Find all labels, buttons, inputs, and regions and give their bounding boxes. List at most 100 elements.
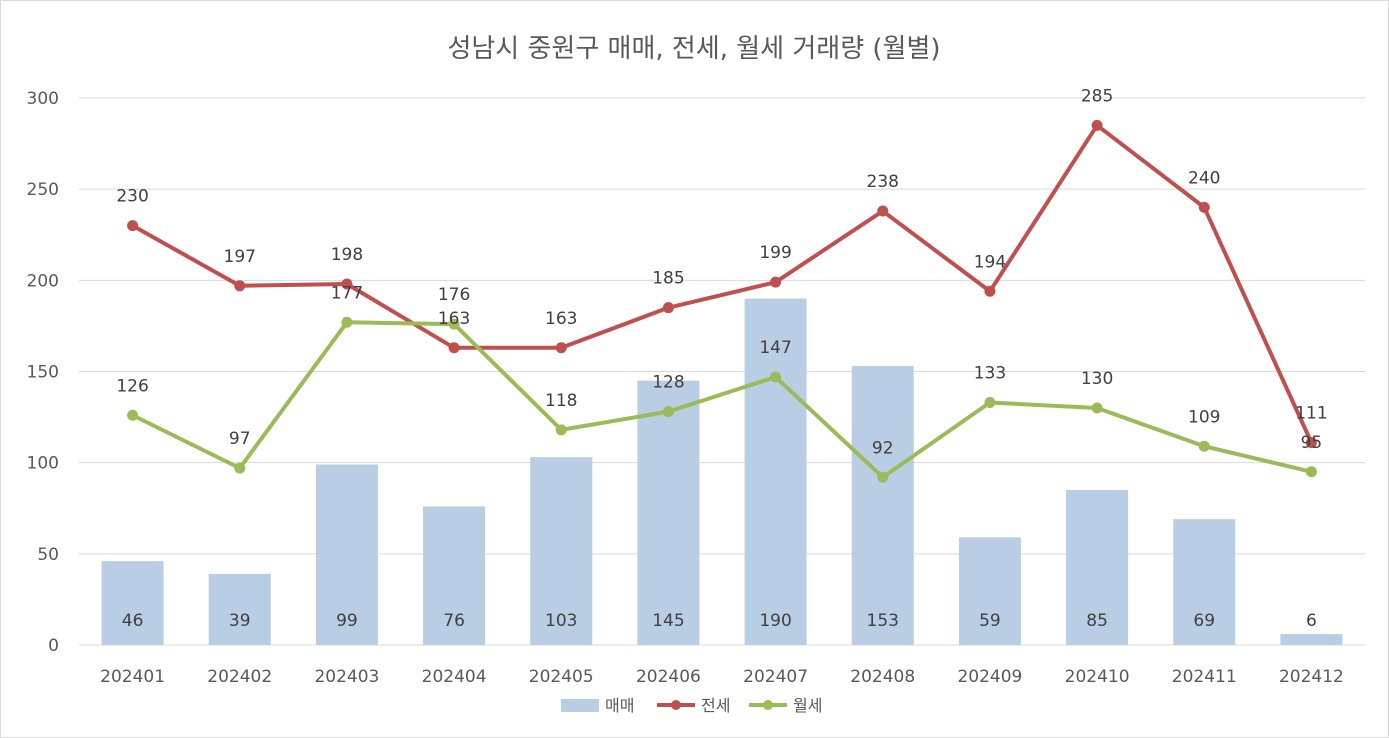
series-line — [131, 123, 1314, 444]
data-point — [662, 302, 674, 314]
x-tick-label: 202411 — [1172, 667, 1237, 687]
bar-data-label: 190 — [759, 611, 791, 631]
data-point — [877, 471, 889, 483]
bar-data-label: 6 — [1306, 611, 1317, 631]
x-tick-label: 202403 — [314, 667, 379, 687]
y-axis-ticks: 0 50 100 150 200 250 300 — [27, 89, 59, 656]
x-tick-label: 202410 — [1065, 667, 1130, 687]
bar — [530, 457, 593, 645]
bar-data-label: 103 — [545, 611, 577, 631]
line-data-label: 198 — [331, 245, 363, 265]
x-tick-label: 202402 — [207, 667, 272, 687]
data-point — [770, 276, 782, 288]
bar-data-label: 59 — [979, 611, 1001, 631]
line-series: 230 197 198 163 163 185 199 238 194 285 240 111 126 9… — [116, 86, 1328, 483]
line-data-label: 128 — [652, 373, 684, 393]
bar — [851, 366, 914, 645]
line-data-label: 285 — [1081, 86, 1113, 106]
bar — [423, 506, 486, 645]
data-point — [1305, 437, 1317, 449]
legend-label: 월세 — [793, 696, 822, 715]
data-point — [770, 371, 782, 383]
bar-data-label: 153 — [867, 611, 899, 631]
bar — [101, 561, 164, 645]
bar — [1066, 490, 1129, 645]
x-tick-label: 202405 — [529, 667, 594, 687]
y-tick-label: 150 — [27, 363, 59, 383]
data-point — [341, 278, 353, 290]
line-data-label: 133 — [974, 363, 1006, 383]
legend-marker — [763, 700, 773, 710]
line-data-label: 147 — [759, 338, 791, 358]
bar — [1173, 519, 1236, 645]
x-tick-label: 202412 — [1279, 667, 1344, 687]
bar-data-label: 69 — [1193, 611, 1215, 631]
y-tick-label: 100 — [27, 454, 59, 474]
data-point — [555, 342, 567, 354]
data-point — [1305, 466, 1317, 478]
bar-series: 46 39 99 76 103 145 190 153 59 85 69 6 — [101, 298, 1343, 645]
gridlines — [79, 97, 1365, 646]
data-point — [234, 280, 246, 292]
data-point — [555, 424, 567, 436]
line-data-label: 130 — [1081, 369, 1113, 389]
bar-data-label: 145 — [652, 611, 684, 631]
line-data-label: 163 — [545, 309, 577, 329]
legend: 매매 전세 월세 — [561, 696, 822, 715]
x-axis-ticks: 202401 202402 202403 202404 202405 202406 2024… — [100, 667, 1344, 687]
line-data-label: 177 — [331, 283, 363, 303]
x-tick-label: 202404 — [422, 667, 487, 687]
line-data-label: 240 — [1188, 168, 1220, 188]
bar — [1280, 634, 1343, 645]
line-data-label: 199 — [759, 243, 791, 263]
x-tick-label: 202408 — [850, 667, 915, 687]
data-point — [1091, 119, 1103, 131]
data-point — [448, 318, 460, 330]
data-point — [877, 205, 889, 217]
bar — [315, 464, 378, 645]
y-tick-label: 200 — [27, 271, 59, 291]
y-tick-label: 250 — [27, 180, 59, 200]
line-data-label: 111 — [1295, 404, 1327, 424]
line-data-label: 230 — [116, 187, 148, 207]
bar — [637, 380, 700, 645]
data-point — [448, 342, 460, 354]
line-data-label: 176 — [438, 285, 470, 305]
x-tick-label: 202409 — [957, 667, 1022, 687]
line-data-label: 97 — [229, 429, 251, 449]
data-point — [127, 220, 139, 232]
line-data-label: 92 — [872, 438, 894, 458]
legend-label: 매매 — [605, 696, 634, 715]
data-point — [1198, 201, 1210, 213]
bar-data-label: 46 — [122, 611, 144, 631]
y-tick-label: 300 — [27, 89, 59, 109]
data-point — [127, 409, 139, 421]
bar-data-label: 99 — [336, 611, 358, 631]
bar-data-label: 76 — [443, 611, 465, 631]
bar-data-label: 85 — [1086, 611, 1108, 631]
line-data-label: 197 — [224, 247, 256, 267]
bar — [208, 573, 271, 645]
bar-data-label: 39 — [229, 611, 251, 631]
y-tick-label: 0 — [48, 636, 59, 656]
data-point — [984, 285, 996, 297]
legend-marker — [671, 700, 681, 710]
data-point — [662, 406, 674, 418]
chart-title: 성남시 중원구 매매, 전세, 월세 거래량 (월별) — [447, 34, 940, 64]
x-tick-label: 202401 — [100, 667, 165, 687]
data-point — [234, 462, 246, 474]
line-data-label: 238 — [867, 172, 899, 192]
y-tick-label: 50 — [37, 545, 59, 565]
line-data-label: 163 — [438, 309, 470, 329]
line-data-label: 126 — [116, 376, 148, 396]
data-point — [984, 396, 996, 408]
line-data-label: 194 — [974, 252, 1006, 272]
bar — [958, 537, 1021, 645]
bar — [744, 298, 807, 645]
x-tick-label: 202406 — [636, 667, 701, 687]
line-data-label: 95 — [1301, 433, 1323, 453]
x-tick-label: 202407 — [743, 667, 808, 687]
line-data-label: 109 — [1188, 407, 1220, 427]
